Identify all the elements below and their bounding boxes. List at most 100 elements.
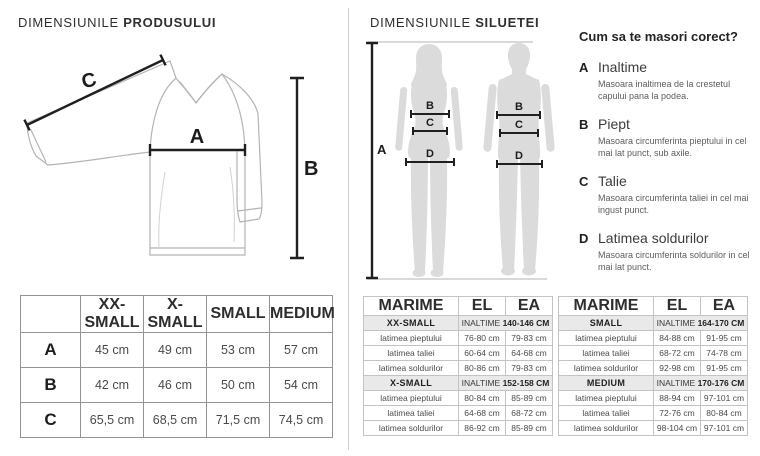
corner-cell xyxy=(20,295,81,333)
shirt-raglan-seam-left xyxy=(149,77,177,151)
shirt-shoulder-left xyxy=(169,60,177,79)
size-name-cell: SMALL xyxy=(558,315,654,331)
height-range: 152-158 CM xyxy=(502,378,550,388)
measurement-value-cell: 65,5 cm xyxy=(80,402,144,438)
height-range-cell: INALTIME 140-146 CM xyxy=(458,315,553,331)
female-arm-right xyxy=(450,86,463,151)
male-hip-line-d xyxy=(496,160,543,168)
howto-list: A Inaltime Masoara inaltimea de la crestet… xyxy=(579,59,757,273)
measure-line-c xyxy=(23,54,167,131)
instruction-description: Masoara inaltimea de la crestetul capulu… xyxy=(598,79,731,101)
male-leg-left xyxy=(498,156,518,270)
measure-instruction: B Piept Masoara circumferinta pieptului in… xyxy=(579,116,757,159)
measurement-value-cell: 46 cm xyxy=(143,367,207,403)
shirt-diagram: A B C xyxy=(23,54,318,260)
size-table-column-header: EL xyxy=(458,296,506,316)
size-table-column-header: EA xyxy=(505,296,553,316)
body-dimension-cell: latimea soldurilor xyxy=(363,360,459,376)
measure-label-a: A xyxy=(377,142,387,157)
size-name-cell: MEDIUM xyxy=(558,375,654,391)
female-torso xyxy=(408,81,450,158)
body-measure-row: latimea pieptului 76-80 cm 79-83 cm xyxy=(363,330,553,346)
body-measure-row: latimea pieptului 84-88 cm 91-95 cm xyxy=(558,330,748,346)
size-column-header: XX-SMALL xyxy=(80,295,144,333)
male-arm-right xyxy=(541,83,555,152)
dimension-letter-cell: B xyxy=(20,367,81,403)
height-range: 140-146 CM xyxy=(502,318,550,328)
range-value-cell: 80-84 cm xyxy=(700,405,748,421)
body-dimension-cell: latimea pieptului xyxy=(363,330,459,346)
female-bust-line-b xyxy=(410,110,450,118)
measurement-value-cell: 74,5 cm xyxy=(269,402,333,438)
measurement-value-cell: 71,5 cm xyxy=(206,402,270,438)
male-label-b: B xyxy=(515,101,523,113)
body-dimension-cell: latimea soldurilor xyxy=(558,420,654,436)
size-name-cell: X-SMALL xyxy=(363,375,459,391)
range-value-cell: 68-72 cm xyxy=(653,345,701,361)
measure-line-b xyxy=(290,76,304,260)
size-name-cell: XX-SMALL xyxy=(363,315,459,331)
range-value-cell: 64-68 cm xyxy=(458,405,506,421)
instruction-term: Latimea soldurilor xyxy=(598,230,709,246)
size-table-column-header: MARIME xyxy=(363,296,459,316)
measure-line-a xyxy=(148,144,247,156)
body-measure-row: latimea soldurilor 92-98 cm 91-95 cm xyxy=(558,360,748,376)
instruction-header: B Piept xyxy=(579,116,757,132)
male-waist-line-c xyxy=(499,129,539,137)
size-table-header-row: MARIME EL EA xyxy=(363,296,553,316)
measure-instruction: C Talie Masoara circumferinta taliei in ce… xyxy=(579,173,757,216)
instruction-term: Piept xyxy=(598,116,630,132)
body-dimension-cell: latimea soldurilor xyxy=(363,420,459,436)
male-arm-left xyxy=(483,83,497,152)
size-group-row: XX-SMALL INALTIME 140-146 CM xyxy=(363,315,553,331)
measurement-value-cell: 68,5 cm xyxy=(143,402,207,438)
range-value-cell: 84-88 cm xyxy=(653,330,701,346)
height-range: 170-176 CM xyxy=(697,378,745,388)
body-measure-row: latimea taliei 72-76 cm 80-84 cm xyxy=(558,405,748,421)
body-dimension-cell: latimea pieptului xyxy=(558,390,654,406)
body-measure-row: latimea taliei 60-64 cm 64-68 cm xyxy=(363,345,553,361)
instruction-letter: B xyxy=(579,117,589,132)
size-column-header: X-SMALL xyxy=(143,295,207,333)
range-value-cell: 72-76 cm xyxy=(653,405,701,421)
product-section-title: DIMENSIUNILE PRODUSULUI xyxy=(18,15,216,30)
measurement-value-cell: 57 cm xyxy=(269,332,333,368)
shirt-raglan-seam-right xyxy=(221,73,246,151)
instruction-term: Talie xyxy=(598,173,627,189)
male-head xyxy=(500,43,538,81)
body-measure-row: latimea taliei 64-68 cm 68-72 cm xyxy=(363,405,553,421)
shirt-outline xyxy=(26,60,263,256)
height-range: 164-170 CM xyxy=(697,318,745,328)
size-group-row: X-SMALL INALTIME 152-158 CM xyxy=(363,375,553,391)
male-chest-line-b xyxy=(496,111,541,119)
body-dimension-cell: latimea taliei xyxy=(363,405,459,421)
male-label-d: D xyxy=(515,150,523,162)
measure-label-b: B xyxy=(304,158,318,180)
product-table-row: A 45 cm 49 cm 53 cm 57 cm xyxy=(20,332,333,368)
section-divider xyxy=(348,8,349,450)
body-dimension-cell: latimea pieptului xyxy=(558,330,654,346)
height-range-cell: INALTIME 170-176 CM xyxy=(653,375,748,391)
body-dimension-cell: latimea soldurilor xyxy=(558,360,654,376)
shirt-sleeve-left xyxy=(26,60,171,166)
height-label: INALTIME xyxy=(461,378,503,388)
title-bold-part: PRODUSULUI xyxy=(123,15,217,30)
range-value-cell: 91-95 cm xyxy=(700,330,748,346)
silhouette-section-title: DIMENSIUNILE SILUETEI xyxy=(370,15,539,30)
body-measure-row: latimea soldurilor 98-104 cm 97-101 cm xyxy=(558,420,748,436)
height-range-cell: INALTIME 152-158 CM xyxy=(458,375,553,391)
shirt-hem xyxy=(149,247,246,256)
height-label: INALTIME xyxy=(656,318,698,328)
female-label-c: C xyxy=(426,117,434,129)
size-column-header: MEDIUM xyxy=(269,295,335,333)
product-table-row: C 65,5 cm 68,5 cm 71,5 cm 74,5 cm xyxy=(20,402,333,438)
instruction-header: A Inaltime xyxy=(579,59,757,75)
female-hip-line-d xyxy=(405,158,455,166)
range-value-cell: 86-92 cm xyxy=(458,420,506,436)
shirt-cuff-right xyxy=(237,207,262,212)
female-head xyxy=(411,44,447,86)
how-to-measure-panel: Cum sa te masori corect? A Inaltime Masoar… xyxy=(579,29,757,287)
male-label-c: C xyxy=(515,119,523,131)
range-value-cell: 80-86 cm xyxy=(458,360,506,376)
female-foot-right xyxy=(430,269,444,277)
